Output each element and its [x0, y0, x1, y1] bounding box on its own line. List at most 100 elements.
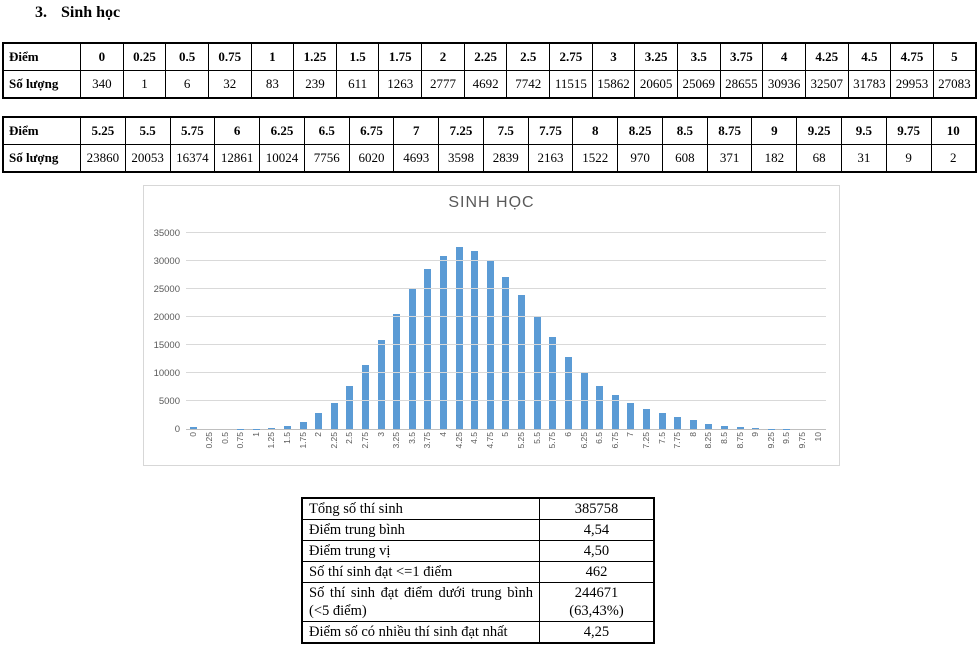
score-cell: 3 — [591, 42, 636, 71]
x-axis-tick: 1 — [248, 430, 264, 464]
section-number: 3. — [35, 4, 47, 21]
x-axis-tick-label: 2.5 — [344, 432, 355, 444]
bar — [330, 402, 338, 429]
bar — [736, 426, 744, 429]
score-cell: 3.5 — [676, 42, 721, 71]
statistic-label: Điểm trung bình — [301, 519, 540, 541]
count-cell: 371 — [706, 144, 753, 173]
y-axis-tick-label: 35000 — [153, 227, 180, 239]
y-axis-tick-label: 5000 — [158, 395, 180, 407]
bar-slot — [686, 233, 702, 429]
score-cell: 4.5 — [847, 42, 892, 71]
bar-slot — [607, 233, 623, 429]
bar-slot — [389, 233, 405, 429]
bar — [190, 427, 198, 429]
score-cell: 6 — [214, 116, 261, 145]
score-table-low: Điểm 0 0.25 0.5 0.75 1 1.25 1.5 1.75 2 2.25 2.5 2.75… — [2, 42, 977, 99]
x-axis-tick-label: 9.75 — [797, 432, 808, 449]
bar-slot — [483, 233, 499, 429]
x-axis-tick: 8 — [686, 430, 702, 464]
count-cell: 12861 — [214, 144, 261, 173]
gridline — [186, 372, 826, 373]
page-title: 3. Sinh học — [35, 4, 120, 22]
score-cell: 1 — [250, 42, 295, 71]
count-cell: 6020 — [348, 144, 395, 173]
gridline — [186, 344, 826, 345]
x-axis-tick-label: 6.5 — [594, 432, 605, 444]
x-axis-tick: 6.75 — [607, 430, 623, 464]
bar — [564, 356, 572, 429]
count-cell: 239 — [293, 70, 337, 99]
count-cell: 11515 — [549, 70, 593, 99]
x-axis-tick-label: 2.25 — [328, 432, 339, 449]
bar-slot — [717, 233, 733, 429]
gridline — [186, 400, 826, 401]
statistic-value: 4,54 — [583, 522, 610, 538]
chart-bars — [186, 233, 826, 429]
bar — [393, 313, 401, 429]
bar — [658, 413, 666, 429]
x-axis-tick-label: 8.75 — [734, 432, 745, 449]
count-cell: 31783 — [847, 70, 892, 99]
bar-slot — [358, 233, 374, 429]
bar-slot — [545, 233, 561, 429]
statistics-row: Số thí sinh đạt <=1 điểm 462 — [301, 561, 655, 583]
x-axis-tick-label: 4.5 — [469, 432, 480, 444]
y-axis-tick-label: 25000 — [153, 283, 180, 295]
bar-slot — [561, 233, 577, 429]
chart-x-axis: 0 0.25 0.5 0.75 1 1.25 1.5 1.75 2 2.25 2.5 2.75 3 3.2… — [186, 430, 826, 464]
score-header-row: Điểm 5.25 5.5 5.75 6 6.25 6.5 6.75 7 7.25 7.5 7.75 8… — [2, 116, 977, 145]
statistic-value: 4,25 — [583, 624, 610, 640]
bar-slot — [654, 233, 670, 429]
score-row-label: Điểm — [2, 116, 81, 145]
x-axis-tick-label: 5.75 — [547, 432, 558, 449]
score-cell: 5.25 — [80, 116, 126, 145]
gridline — [186, 232, 826, 233]
y-axis-tick-label: 0 — [174, 423, 180, 435]
bar-slot — [342, 233, 358, 429]
bar-slot — [326, 233, 342, 429]
x-axis-tick: 8.5 — [717, 430, 733, 464]
x-axis-tick-label: 0.25 — [203, 432, 214, 449]
bar-slot — [623, 233, 639, 429]
score-cell: 5.5 — [124, 116, 171, 145]
count-cell: 2839 — [482, 144, 529, 173]
chart-plot-area: 0 5000 10000 15000 20000 25000 30000 35000 — [154, 228, 826, 435]
x-axis-tick-label: 0.75 — [235, 432, 246, 449]
bar — [721, 425, 729, 429]
x-axis-tick: 5 — [498, 430, 514, 464]
x-axis-tick-label: 7.5 — [656, 432, 667, 444]
bar — [627, 402, 635, 429]
count-cell: 2163 — [527, 144, 574, 173]
x-axis-tick: 5.5 — [529, 430, 545, 464]
x-axis-tick: 2.25 — [326, 430, 342, 464]
count-cell: 32507 — [804, 70, 849, 99]
bar — [471, 251, 479, 429]
x-axis-tick: 9.75 — [795, 430, 811, 464]
bar-slot — [701, 233, 717, 429]
gridline — [186, 316, 826, 317]
score-cell: 1.25 — [293, 42, 337, 71]
x-axis-tick: 9.25 — [764, 430, 780, 464]
x-axis-tick: 0.5 — [217, 430, 233, 464]
x-axis-tick: 8.25 — [701, 430, 717, 464]
score-cell: 5 — [932, 42, 977, 71]
x-axis-tick-label: 4 — [438, 432, 449, 437]
x-axis-tick-label: 1.5 — [281, 432, 292, 444]
bar — [424, 268, 432, 429]
x-axis-tick-label: 6.25 — [578, 432, 589, 449]
x-axis-tick: 6.5 — [592, 430, 608, 464]
x-axis-tick-label: 3 — [375, 432, 386, 437]
count-cell: 20053 — [124, 144, 171, 173]
x-axis-tick-label: 9.5 — [781, 432, 792, 444]
bar — [362, 364, 369, 429]
bar — [377, 340, 385, 429]
score-cell: 6.75 — [348, 116, 395, 145]
bar-slot — [514, 233, 530, 429]
bar-slot — [670, 233, 686, 429]
statistics-table: Tổng số thí sinh 385758 Điểm trung bình 4,5… — [301, 497, 655, 644]
count-cell: 7742 — [506, 70, 551, 99]
bar — [268, 427, 276, 429]
x-axis-tick: 10 — [810, 430, 826, 464]
score-cell: 3.75 — [719, 42, 764, 71]
